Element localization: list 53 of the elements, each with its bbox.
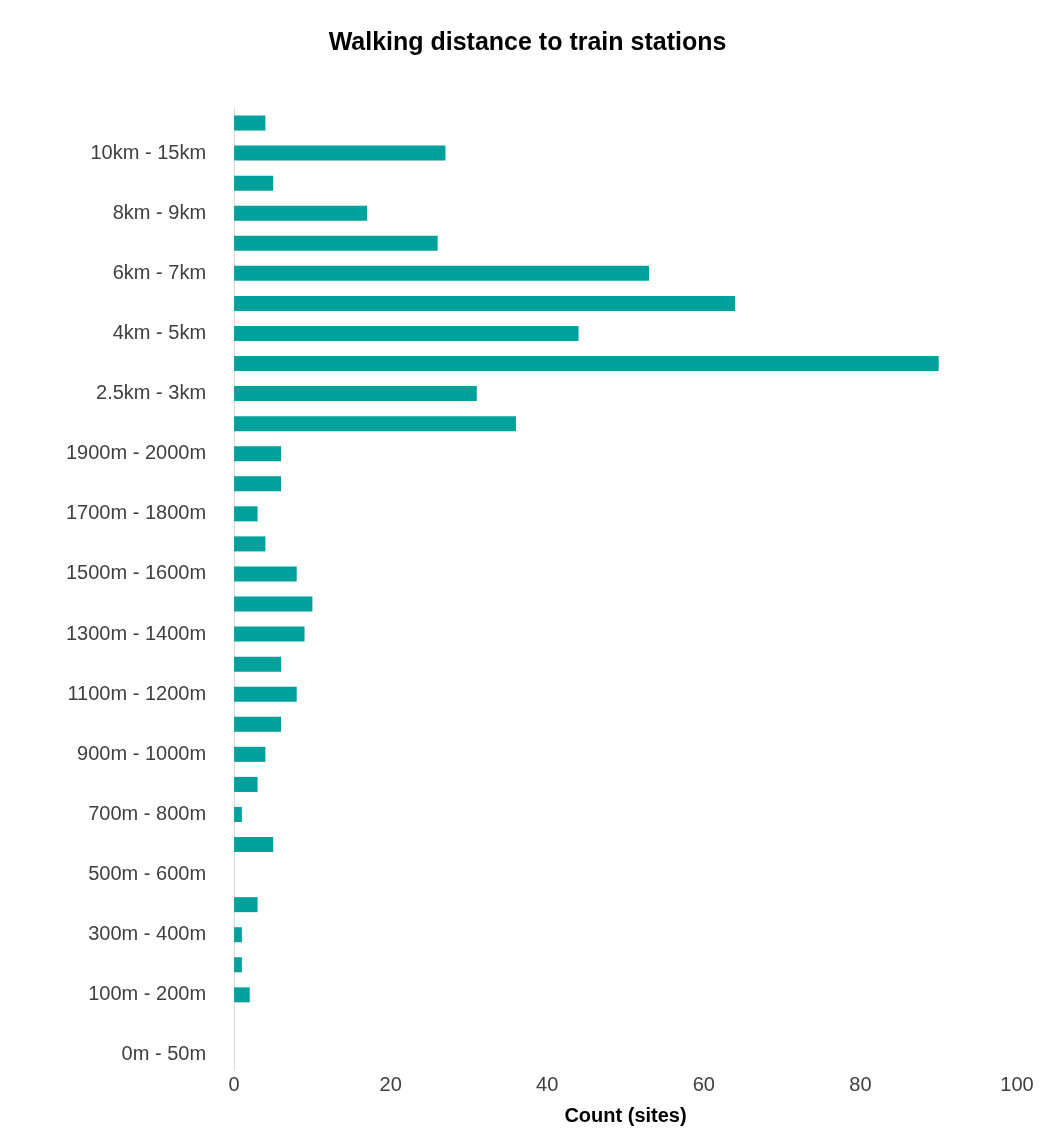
y-tick-label: 4km - 5km	[112, 320, 207, 343]
bar	[234, 115, 266, 131]
y-tick-label: 100m - 200m	[88, 982, 207, 1005]
y-tick-label: 1900m - 2000m	[66, 441, 207, 464]
bar	[234, 656, 282, 672]
y-tick-label: 1300m - 1400m	[66, 621, 207, 644]
bar	[234, 957, 242, 973]
bar	[234, 837, 274, 853]
y-tick-label: 700m - 800m	[88, 801, 207, 824]
y-tick-label: 6km - 7km	[112, 260, 207, 283]
y-tick-label: 500m - 600m	[88, 862, 207, 885]
y-tick-label: 0m - 50m	[121, 1042, 207, 1065]
bar	[234, 626, 305, 642]
bar	[234, 386, 477, 402]
x-axis-title: Count (sites)	[564, 1103, 687, 1126]
y-tick-label: 900m - 1000m	[77, 741, 207, 764]
x-tick-label: 40	[536, 1072, 559, 1095]
y-tick-label: 10km - 15km	[90, 140, 207, 163]
x-tick-label: 20	[379, 1072, 402, 1095]
y-tick-label: 1700m - 1800m	[66, 501, 207, 524]
bar	[234, 265, 650, 281]
bar	[234, 205, 368, 221]
bar	[234, 686, 297, 702]
x-tick-label: 60	[692, 1072, 715, 1095]
bar	[234, 897, 258, 913]
chart-title: Walking distance to train stations	[328, 26, 727, 55]
bar	[234, 356, 939, 372]
bar	[234, 506, 258, 522]
bar	[234, 776, 258, 792]
bar	[234, 536, 266, 552]
x-tick-label: 80	[849, 1072, 872, 1095]
y-tick-label: 1100m - 1200m	[67, 681, 207, 704]
bar	[234, 145, 446, 161]
bar	[234, 596, 313, 612]
y-tick-label: 300m - 400m	[88, 922, 207, 945]
bar	[234, 175, 274, 191]
y-tick-label: 1500m - 1600m	[66, 561, 207, 584]
bar	[234, 235, 438, 251]
y-tick-label: 2.5km - 3km	[96, 381, 207, 404]
bar	[234, 716, 282, 732]
bar	[234, 416, 516, 432]
bar	[234, 446, 282, 462]
x-tick-label: 0	[228, 1072, 240, 1095]
bar	[234, 746, 266, 762]
bar	[234, 987, 250, 1003]
y-tick-label: 8km - 9km	[112, 200, 207, 223]
bar	[234, 927, 242, 943]
bar	[234, 295, 736, 311]
x-tick-label: 100	[1000, 1072, 1034, 1095]
bar	[234, 806, 242, 822]
bar	[234, 476, 282, 492]
bar	[234, 566, 297, 582]
bar	[234, 325, 579, 341]
